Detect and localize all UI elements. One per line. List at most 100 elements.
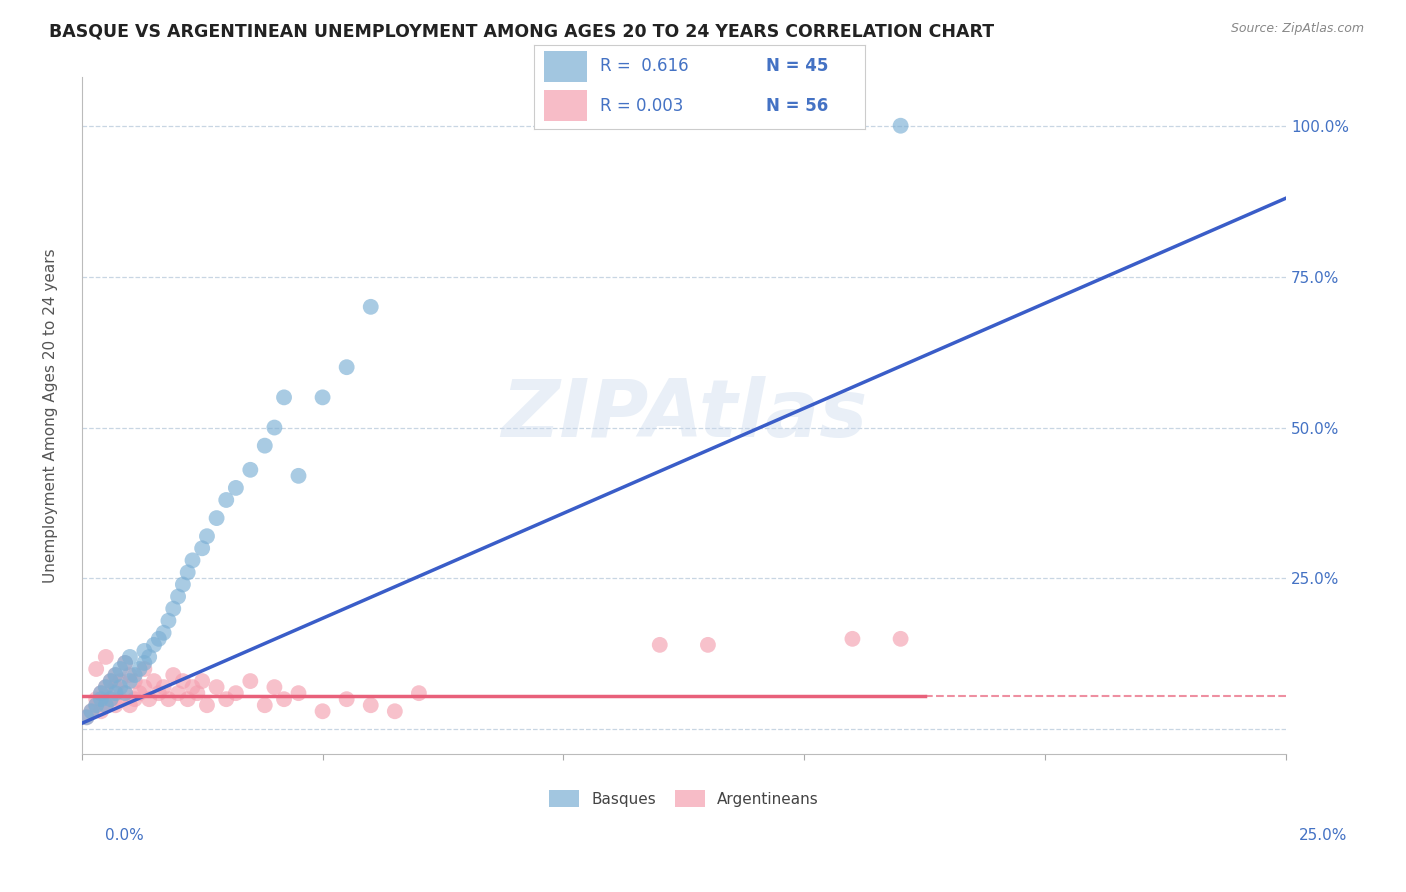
Point xyxy=(273,692,295,706)
Text: Source: ZipAtlas.com: Source: ZipAtlas.com xyxy=(1230,22,1364,36)
FancyBboxPatch shape xyxy=(544,90,588,120)
Point xyxy=(110,662,132,676)
Point xyxy=(100,674,122,689)
Point xyxy=(124,674,146,689)
Point xyxy=(118,668,141,682)
Point xyxy=(408,686,430,700)
Point xyxy=(100,692,122,706)
Point xyxy=(138,649,160,664)
Point xyxy=(143,674,166,689)
Point xyxy=(336,692,359,706)
Point xyxy=(384,704,406,718)
Point xyxy=(100,692,122,706)
Point xyxy=(152,680,174,694)
Point xyxy=(104,680,127,694)
Point xyxy=(157,692,180,706)
Point xyxy=(215,692,238,706)
Point xyxy=(90,686,112,700)
Point xyxy=(134,644,156,658)
Point xyxy=(94,698,117,713)
Point xyxy=(90,686,112,700)
Text: 0.0%: 0.0% xyxy=(105,828,145,843)
Point xyxy=(138,692,160,706)
Point xyxy=(80,704,103,718)
Point xyxy=(104,668,127,682)
Point xyxy=(118,649,141,664)
Point xyxy=(162,668,184,682)
Point xyxy=(225,686,247,700)
Legend: Basques, Argentineans: Basques, Argentineans xyxy=(543,783,825,814)
Point xyxy=(191,541,214,556)
Point xyxy=(195,529,218,543)
Point xyxy=(84,692,107,706)
Point xyxy=(80,704,103,718)
Point xyxy=(360,698,382,713)
Point xyxy=(148,632,170,646)
Point xyxy=(76,710,98,724)
Point xyxy=(177,692,200,706)
Point xyxy=(100,674,122,689)
Point xyxy=(94,680,117,694)
Point xyxy=(841,632,863,646)
Point xyxy=(648,638,671,652)
Point xyxy=(118,698,141,713)
Text: R =  0.616: R = 0.616 xyxy=(600,57,689,75)
Point xyxy=(162,601,184,615)
Point xyxy=(128,662,150,676)
Point xyxy=(110,680,132,694)
Point xyxy=(890,119,912,133)
Point xyxy=(195,698,218,713)
Point xyxy=(191,674,214,689)
Point xyxy=(148,686,170,700)
Point xyxy=(177,566,200,580)
Point xyxy=(205,511,228,525)
Point xyxy=(697,638,720,652)
Point xyxy=(110,692,132,706)
Point xyxy=(172,577,194,591)
Point xyxy=(225,481,247,495)
Point xyxy=(134,662,156,676)
Point xyxy=(134,656,156,670)
Point xyxy=(360,300,382,314)
Point xyxy=(90,704,112,718)
Point xyxy=(186,686,208,700)
Point xyxy=(114,656,136,670)
Text: N = 56: N = 56 xyxy=(765,96,828,114)
Point xyxy=(205,680,228,694)
Point xyxy=(239,463,262,477)
Point xyxy=(263,420,285,434)
Point xyxy=(215,493,238,508)
Point xyxy=(134,680,156,694)
Point xyxy=(181,680,204,694)
Point xyxy=(167,590,190,604)
Point xyxy=(157,614,180,628)
Point xyxy=(172,674,194,689)
Point xyxy=(118,674,141,689)
Point xyxy=(890,632,912,646)
Text: R = 0.003: R = 0.003 xyxy=(600,96,683,114)
Point xyxy=(104,668,127,682)
Point xyxy=(253,439,276,453)
Y-axis label: Unemployment Among Ages 20 to 24 years: Unemployment Among Ages 20 to 24 years xyxy=(44,248,58,582)
Point xyxy=(94,698,117,713)
Point xyxy=(152,625,174,640)
Point xyxy=(273,390,295,404)
Point xyxy=(263,680,285,694)
Point xyxy=(104,686,127,700)
Point xyxy=(104,698,127,713)
Point xyxy=(336,360,359,375)
Text: N = 45: N = 45 xyxy=(765,57,828,75)
Point xyxy=(287,468,309,483)
Point xyxy=(94,680,117,694)
Text: 25.0%: 25.0% xyxy=(1299,828,1347,843)
Point xyxy=(128,686,150,700)
Point xyxy=(167,686,190,700)
Point xyxy=(253,698,276,713)
Point xyxy=(311,390,333,404)
Point xyxy=(114,686,136,700)
Point xyxy=(76,710,98,724)
Point xyxy=(94,649,117,664)
Point xyxy=(287,686,309,700)
Point xyxy=(143,638,166,652)
Point xyxy=(84,698,107,713)
